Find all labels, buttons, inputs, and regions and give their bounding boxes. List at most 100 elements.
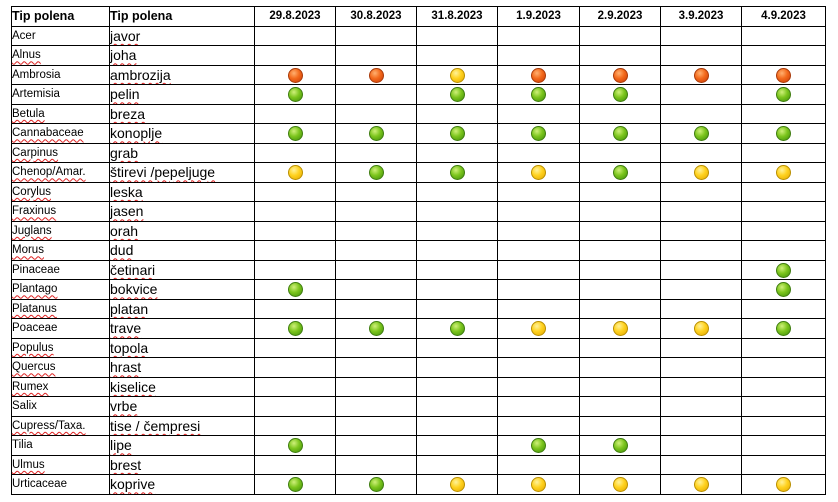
local-name-cell: hrast (109, 357, 255, 378)
level-cell (741, 396, 826, 417)
level-cell (335, 337, 417, 358)
local-name-cell: brest (109, 454, 255, 475)
level-cell (416, 142, 498, 163)
level-cell (741, 259, 826, 280)
header-date: 30.8.2023 (335, 6, 417, 27)
moderate-level-dot-icon (449, 477, 465, 493)
level-cell (579, 415, 661, 436)
level-cell (579, 84, 661, 105)
level-cell (741, 279, 826, 300)
level-cell (254, 64, 336, 85)
level-cell (579, 259, 661, 280)
level-cell (497, 25, 580, 46)
local-name: četinari (110, 261, 156, 278)
level-cell (416, 474, 498, 495)
low-level-dot-icon (449, 165, 465, 181)
low-level-dot-icon (531, 438, 546, 454)
level-cell (335, 357, 417, 378)
level-cell (660, 84, 742, 105)
latin-name-cell: Cupress/Taxa. (11, 415, 110, 436)
level-cell (416, 84, 498, 105)
table-row: Ambrosia ambrozija (11, 64, 826, 85)
latin-name-cell: Juglans (11, 220, 110, 241)
level-cell (416, 435, 498, 456)
table-row: Carpinus grab (11, 142, 826, 163)
level-cell (416, 240, 498, 261)
local-name-cell: trave (109, 318, 255, 339)
level-cell (660, 337, 742, 358)
level-cell (254, 396, 336, 417)
latin-name-cell: Quercus (11, 357, 110, 378)
level-cell (741, 415, 826, 436)
latin-name: Poaceae (12, 322, 58, 335)
level-cell (579, 337, 661, 358)
low-level-dot-icon (776, 87, 791, 103)
level-cell (741, 181, 826, 202)
level-cell (416, 279, 498, 300)
local-name-cell: breza (109, 103, 255, 124)
level-cell (416, 415, 498, 436)
local-name-cell: bokvice (109, 279, 255, 300)
latin-name-cell: Betula (11, 103, 110, 124)
level-cell (416, 123, 498, 144)
local-name: lipe (110, 437, 132, 454)
level-cell (335, 64, 417, 85)
level-cell (254, 25, 336, 46)
table-row: Cannabaceae konoplje (11, 123, 826, 144)
pollen-table: Tip polena Tip polena 29.8.2023 30.8.202… (11, 6, 826, 495)
level-cell (741, 64, 826, 85)
level-cell (416, 259, 498, 280)
level-cell (335, 279, 417, 300)
level-cell (660, 45, 742, 66)
low-level-dot-icon (449, 87, 465, 103)
local-name: breza (110, 105, 146, 122)
level-cell (497, 84, 580, 105)
moderate-level-dot-icon (287, 165, 303, 181)
local-name: kiselice (110, 378, 156, 395)
low-level-dot-icon (776, 126, 791, 142)
level-cell (660, 357, 742, 378)
level-cell (741, 25, 826, 46)
level-cell (335, 45, 417, 66)
level-cell (579, 123, 661, 144)
level-cell (741, 162, 826, 183)
level-cell (497, 318, 580, 339)
local-name-cell: topola (109, 337, 255, 358)
high-level-dot-icon (612, 67, 628, 83)
level-cell (254, 123, 336, 144)
local-name-cell: tise / čempresi (109, 415, 255, 436)
table-row: Populus topola (11, 337, 826, 358)
level-cell (497, 298, 580, 319)
level-cell (660, 279, 742, 300)
level-cell (254, 318, 336, 339)
latin-name: Morus (12, 244, 44, 257)
level-cell (497, 240, 580, 261)
low-level-dot-icon (531, 126, 546, 142)
level-cell (254, 142, 336, 163)
level-cell (335, 474, 417, 495)
level-cell (741, 45, 826, 66)
latin-name-cell: Morus (11, 240, 110, 261)
level-cell (416, 298, 498, 319)
level-cell (254, 337, 336, 358)
level-cell (335, 84, 417, 105)
level-cell (335, 396, 417, 417)
high-level-dot-icon (693, 67, 709, 83)
level-cell (335, 103, 417, 124)
level-cell (497, 396, 580, 417)
latin-name-cell: Fraxinus (11, 201, 110, 222)
latin-name: Carpinus (12, 146, 59, 159)
level-cell (660, 220, 742, 241)
latin-name-cell: Salix (11, 396, 110, 417)
low-level-dot-icon (612, 126, 628, 142)
latin-name: Cannabaceae (12, 127, 84, 140)
table-row: Cupress/Taxa. tise / čempresi (11, 415, 826, 436)
level-cell (579, 279, 661, 300)
local-name: javor (110, 27, 141, 44)
level-cell (254, 259, 336, 280)
local-name-cell: joha (109, 45, 255, 66)
latin-name: Platanus (12, 302, 57, 315)
level-cell (660, 415, 742, 436)
level-cell (497, 337, 580, 358)
header-local: Tip polena (109, 6, 255, 27)
